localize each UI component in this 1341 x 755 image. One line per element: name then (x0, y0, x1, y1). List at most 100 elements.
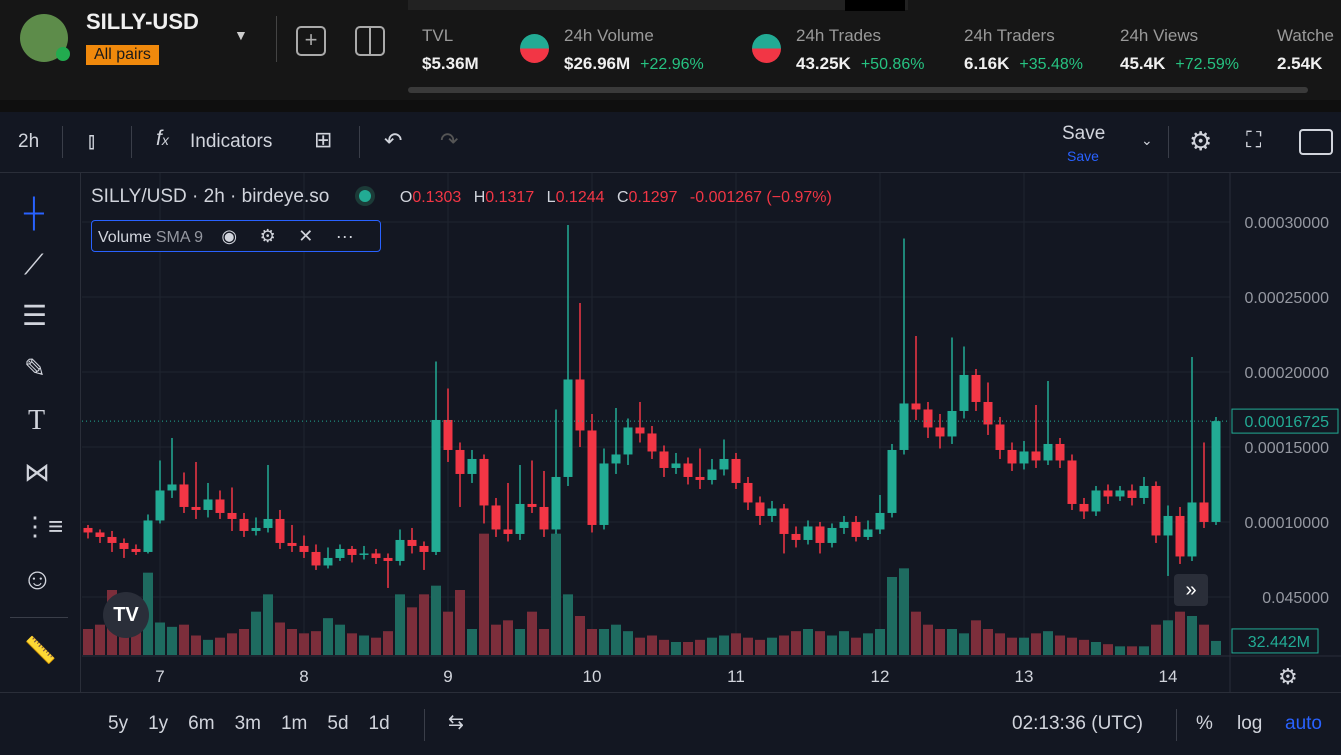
scrollbar[interactable] (408, 87, 1308, 93)
stat-label: 24h Views (1120, 26, 1199, 45)
candle-body (143, 520, 153, 552)
auto-button[interactable]: auto (1285, 713, 1322, 734)
indicators-button[interactable]: Indicators (190, 131, 273, 152)
volume-bar (371, 637, 381, 655)
candle-body (299, 545, 309, 552)
settings-button[interactable]: ⚙ (1189, 126, 1213, 156)
stat: 24h Traders 6.16K +35.48% (964, 26, 1083, 74)
stat-value: 2.54K (1277, 54, 1323, 73)
volume-bar (755, 639, 765, 655)
candle-body (527, 503, 537, 507)
volume-bar (479, 533, 489, 655)
volume-bar (647, 635, 657, 655)
candle-body (251, 527, 261, 531)
range-button[interactable]: 5d (327, 713, 349, 734)
candle-body (191, 506, 201, 510)
fib-tool[interactable]: ☰ (22, 300, 48, 331)
x-tick-label: 9 (443, 667, 452, 686)
ohlc-value: 0.1297 (628, 189, 678, 206)
volume-bar (719, 635, 729, 655)
candle-type-button[interactable]: ⫾ (88, 128, 96, 153)
candle-body (731, 458, 741, 483)
log-button[interactable]: log (1237, 713, 1263, 734)
candle-body (1187, 502, 1197, 557)
y-tick-label: 0.00020000 (1244, 365, 1329, 382)
range-button[interactable]: 1m (280, 713, 308, 734)
divider (1176, 709, 1177, 741)
range-button[interactable]: 1y (148, 713, 169, 734)
stat-value: 45.4K (1120, 54, 1166, 73)
save-dropdown[interactable]: ⌄ (1141, 132, 1153, 148)
volume-bar (467, 629, 477, 655)
candle-body (863, 529, 873, 537)
eye-icon[interactable]: ◉ (221, 226, 238, 246)
volume-bar (887, 577, 897, 655)
line-tool[interactable]: ⟋ (24, 249, 44, 280)
candle-body (1019, 451, 1029, 464)
volume-bar (839, 631, 849, 655)
range-button[interactable]: 6m (188, 713, 215, 734)
volume-bar (1031, 633, 1041, 655)
candle-body (1211, 421, 1221, 522)
volume-bar (983, 629, 993, 655)
candle-body (335, 548, 345, 558)
add-button[interactable]: + (296, 26, 326, 56)
undo-button[interactable]: ↶ (384, 128, 403, 153)
candle-body (1067, 460, 1077, 504)
save-button[interactable]: Save (1062, 123, 1106, 144)
pair-badge[interactable]: All pairs (86, 45, 159, 65)
candle-body (635, 427, 645, 434)
range-button[interactable]: 3m (234, 713, 261, 734)
stat-icon (520, 34, 549, 63)
candle-body (839, 521, 849, 528)
range-button[interactable]: 1d (368, 713, 390, 734)
redo-button[interactable]: ↷ (440, 128, 459, 153)
templates-button[interactable]: ⊞ (314, 127, 333, 152)
volume-bar (95, 624, 105, 655)
settings-icon[interactable]: ⚙ (259, 226, 276, 246)
volume-bar (599, 629, 609, 655)
candle-body (1079, 503, 1089, 512)
candle-body (131, 548, 141, 552)
volume-bar (263, 594, 273, 655)
brush-tool[interactable]: ✎ (24, 353, 46, 383)
screenshot-button[interactable] (1299, 129, 1333, 155)
tradingview-logo[interactable]: TV (103, 592, 149, 638)
fullscreen-button[interactable]: ⛶ (1246, 127, 1262, 152)
candle-body (1151, 485, 1161, 536)
candle-body (899, 403, 909, 450)
change: -0.001267 (−0.97%) (689, 189, 832, 206)
crosshair-tool[interactable]: ┼ (24, 197, 44, 228)
percent-button[interactable]: % (1196, 713, 1213, 734)
ohlc-value: 0.1317 (485, 189, 535, 206)
candle-body (563, 379, 573, 477)
pair-name: SILLY-USD (86, 9, 199, 34)
volume-bar (227, 633, 237, 655)
pattern-tool[interactable]: ⋈ (24, 457, 50, 487)
interval-button[interactable]: 2h (18, 131, 40, 152)
candle-body (479, 458, 489, 506)
candle-body (995, 424, 1005, 450)
remove-icon[interactable]: ✕ (298, 226, 314, 246)
volume-bar (947, 629, 957, 655)
range-button[interactable]: 5y (108, 713, 129, 734)
layout-button[interactable] (355, 26, 385, 56)
text-tool[interactable]: T (28, 405, 46, 436)
axis-settings[interactable]: ⚙ (1278, 664, 1298, 689)
scroll-right-button[interactable]: » (1174, 574, 1208, 606)
volume-legend[interactable]: Volume SMA 9 ◉ ⚙ ✕ ··· (91, 220, 381, 252)
candle-body (767, 508, 777, 516)
candle-body (1163, 515, 1173, 536)
volume-bar (83, 629, 93, 655)
more-icon[interactable]: ··· (335, 226, 354, 246)
icon-tool[interactable]: ☺ (22, 563, 53, 596)
prediction-tool[interactable]: ⋮≡ (22, 511, 64, 541)
candle-body (911, 403, 921, 410)
stat-label: 24h Volume (564, 26, 654, 45)
dropdown-arrow[interactable]: ▼ (234, 27, 248, 43)
candle-body (551, 476, 561, 530)
date-range-button[interactable]: ⇆ (448, 712, 464, 733)
candle-body (707, 469, 717, 480)
ruler-tool[interactable]: 📏 (24, 635, 57, 665)
candle-body (959, 374, 969, 411)
